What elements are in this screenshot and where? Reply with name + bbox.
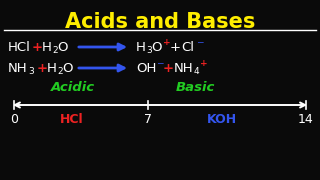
Text: 3: 3 (146, 46, 152, 55)
Text: KOH: KOH (207, 113, 237, 126)
Text: +: + (163, 62, 174, 75)
Text: 2: 2 (52, 46, 58, 55)
Text: OH: OH (136, 62, 156, 75)
Text: −: − (156, 58, 164, 68)
Text: +: + (163, 37, 171, 46)
Text: 7: 7 (144, 113, 152, 126)
Text: NH: NH (8, 62, 28, 75)
Text: +: + (32, 40, 43, 53)
Text: +: + (200, 58, 208, 68)
Text: HCl: HCl (8, 40, 31, 53)
Text: O: O (151, 40, 162, 53)
Text: 2: 2 (57, 66, 63, 75)
Text: 3: 3 (28, 66, 34, 75)
Text: Basic: Basic (175, 80, 215, 93)
Text: NH: NH (174, 62, 194, 75)
Text: H: H (136, 40, 146, 53)
Text: Cl: Cl (181, 40, 194, 53)
Text: O: O (57, 40, 68, 53)
Text: 14: 14 (298, 113, 314, 126)
Text: 4: 4 (194, 66, 200, 75)
Text: O: O (62, 62, 73, 75)
Text: H: H (47, 62, 57, 75)
Text: 0: 0 (10, 113, 18, 126)
Text: H: H (42, 40, 52, 53)
Text: +: + (37, 62, 48, 75)
Text: −: − (196, 37, 204, 46)
Text: +: + (170, 40, 181, 53)
Text: Acids and Bases: Acids and Bases (65, 12, 255, 32)
Text: Acidic: Acidic (51, 80, 95, 93)
Text: HCl: HCl (60, 113, 84, 126)
